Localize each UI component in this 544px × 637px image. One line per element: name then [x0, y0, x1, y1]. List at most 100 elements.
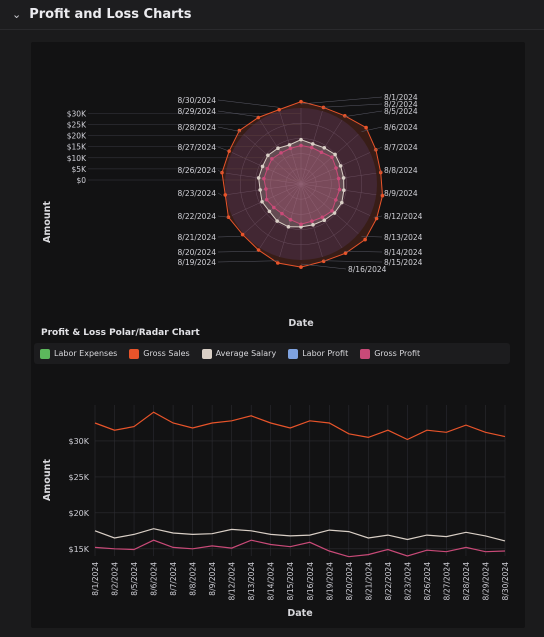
radar-point — [333, 152, 337, 157]
radar-label-leader — [323, 103, 383, 108]
radar-category-label: 8/22/2024 — [178, 212, 217, 221]
legend-label: Average Salary — [215, 349, 277, 358]
line-x-tick-label: 8/2/2024 — [111, 562, 120, 596]
radar-label-leader — [217, 126, 241, 132]
legend-item-average-salary[interactable]: Average Salary — [201, 348, 277, 359]
radar-spoke — [259, 183, 302, 249]
radar-label-leader — [300, 263, 347, 270]
line-x-tick-label: 8/9/2024 — [208, 562, 217, 596]
legend-label: Labor Profit — [302, 349, 349, 358]
radar-category-label: 8/12/2024 — [384, 212, 423, 221]
line-chart: $15K $20K $25K $30K 8/1/2024 8/2/2024 8/5/2024… — [42, 405, 510, 619]
radar-point — [226, 215, 231, 219]
chevron-down-icon[interactable]: ⌄ — [12, 8, 22, 21]
radar-label-leader — [344, 251, 383, 253]
line-series-average-salary — [94, 528, 506, 542]
radar-point — [280, 211, 284, 216]
radar-spoke — [225, 183, 302, 196]
line-x-tick-label: 8/22/2024 — [384, 562, 393, 601]
radar-point — [334, 166, 338, 170]
section-title: Profit and Loss Charts — [29, 7, 192, 22]
radar-label-leader — [373, 215, 383, 218]
line-x-tick-label: 8/23/2024 — [403, 562, 412, 601]
radar-point — [260, 164, 265, 169]
radar-label-leader — [379, 169, 383, 173]
line-x-tick-label: 8/12/2024 — [228, 562, 237, 601]
radar-point — [240, 232, 245, 237]
legend-swatch — [40, 348, 50, 359]
radar-point — [330, 155, 334, 159]
radar-point — [321, 105, 326, 110]
radar-label-leader — [361, 126, 383, 132]
legend-item-gross-sales[interactable]: Gross Sales — [129, 348, 190, 359]
radar-point — [341, 176, 346, 180]
radar-point — [343, 251, 348, 256]
radar-category-label: 8/7/2024 — [384, 143, 418, 152]
radar-label-leader — [373, 146, 383, 151]
radar-point — [380, 193, 385, 198]
line-x-tick-label: 8/27/2024 — [442, 562, 451, 601]
radar-point — [276, 146, 280, 150]
legend-swatch — [201, 348, 212, 359]
radar-point — [276, 261, 280, 265]
radar-category-label: 8/16/2024 — [348, 265, 387, 274]
radar-point — [299, 222, 303, 227]
radar-label-leader — [217, 110, 258, 117]
line-y-tick-label: $25K — [68, 473, 89, 482]
legend-item-labor-expenses[interactable]: Labor Expenses — [40, 348, 117, 359]
section-header[interactable]: ⌄ Profit and Loss Charts — [0, 0, 544, 30]
radar-label-leader — [217, 260, 279, 263]
radar-tick-label: $20K — [67, 132, 87, 141]
line-x-tick-label: 8/15/2024 — [286, 562, 295, 601]
radar-tick-label: $5K — [72, 165, 88, 174]
radar-label-leader — [300, 96, 383, 105]
radar-label-leader — [217, 236, 241, 238]
line-x-tick-label: 8/16/2024 — [306, 562, 315, 601]
line-x-tick-label: 8/28/2024 — [462, 562, 471, 601]
radar-tick-label: $25K — [67, 121, 87, 130]
line-y-tick-label: $20K — [68, 509, 89, 518]
line-x-tick-label: 8/13/2024 — [247, 562, 256, 601]
radar-category-label: 8/23/2024 — [178, 189, 217, 198]
radar-point — [363, 237, 367, 242]
line-series-gross-sales — [94, 411, 506, 441]
radar-point — [266, 153, 270, 158]
radar-tick-label: $15K — [67, 143, 87, 152]
legend-item-gross-profit[interactable]: Gross Profit — [360, 348, 421, 359]
radar-category-label: 8/15/2024 — [384, 258, 423, 267]
radar-point — [333, 198, 338, 202]
radar-point — [262, 176, 266, 181]
radar-label-leader — [217, 251, 258, 253]
legend-label: Gross Sales — [143, 349, 190, 358]
radar-tick-label: $0 — [76, 176, 86, 185]
legend: Labor Expenses Gross Sales Average Salary L… — [34, 343, 510, 364]
radar-category-label: 8/20/2024 — [178, 248, 217, 257]
legend-label: Gross Profit — [374, 349, 421, 358]
radar-point — [279, 151, 283, 155]
radar-point — [299, 137, 303, 142]
radar-point — [321, 259, 326, 264]
radar-label-leader — [379, 192, 383, 196]
radar-label-leader — [217, 215, 229, 218]
radar-spoke — [300, 134, 359, 185]
radar-xlabel: Date — [288, 318, 313, 329]
line-ylabel: Amount — [42, 459, 53, 501]
radar-point — [264, 197, 269, 202]
line-x-tick-label: 8/7/2024 — [169, 562, 178, 596]
radar-label-leader — [217, 146, 229, 152]
radar-point — [342, 188, 346, 192]
radar-chart-title: Profit & Loss Polar/Radar Chart — [41, 328, 200, 338]
radar-point — [288, 217, 293, 222]
radar-point — [272, 205, 276, 210]
radar-category-label: 8/6/2024 — [384, 123, 418, 132]
legend-swatch — [360, 348, 371, 359]
radar-point — [227, 149, 231, 153]
radar-category-label: 8/8/2024 — [384, 166, 418, 175]
radar-point — [378, 170, 383, 175]
radar-category-label: 8/1/2024 — [384, 93, 418, 102]
legend-swatch — [129, 348, 140, 359]
legend-item-labor-profit[interactable]: Labor Profit — [288, 348, 349, 359]
line-y-tick-label: $15K — [68, 545, 89, 554]
line-xlabel: Date — [287, 608, 312, 619]
